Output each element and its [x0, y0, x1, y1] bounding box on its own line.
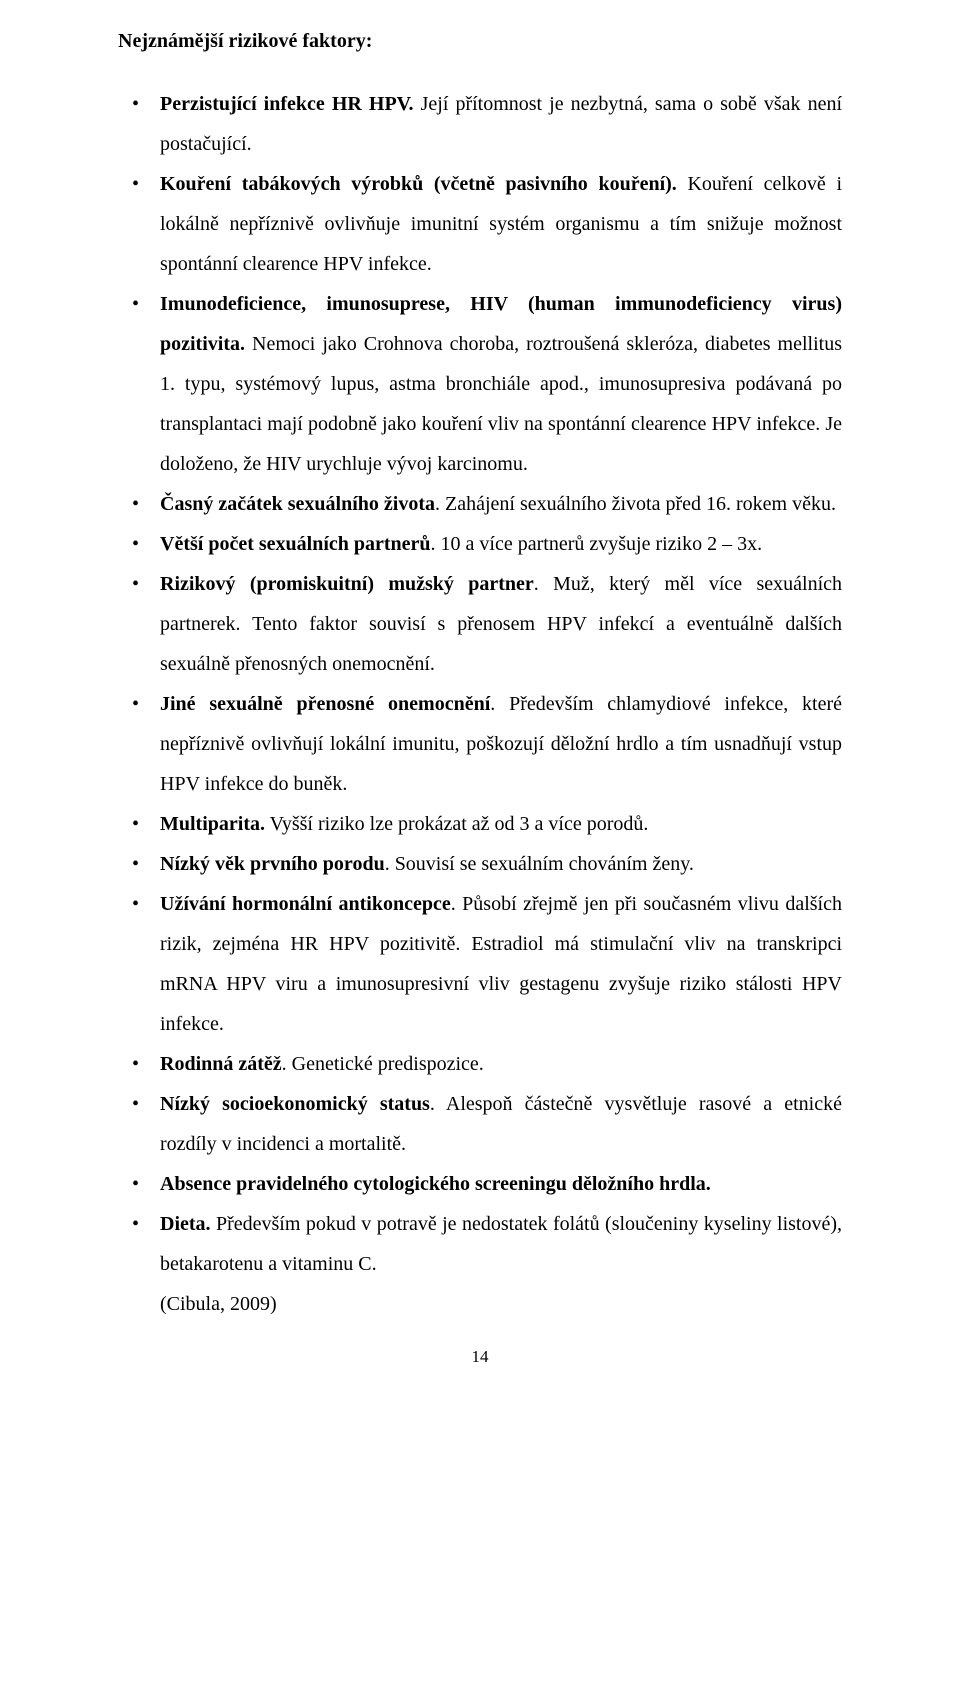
list-item: Jiné sexuálně přenosné onemocnění. Přede… — [118, 684, 842, 804]
text-run: Nemoci jako Crohnova choroba, roztroušen… — [160, 333, 842, 475]
text-run: . Genetické predispozice. — [282, 1053, 484, 1075]
bold-run: Rizikový (promiskuitní) mužský partner — [160, 573, 534, 595]
text-run: Především pokud v potravě je nedostatek … — [160, 1213, 842, 1275]
bold-run: Nízký socioekonomický status — [160, 1093, 430, 1115]
list-item: Rizikový (promiskuitní) mužský partner. … — [118, 564, 842, 684]
bold-run: Kouření tabákových výrobků (včetně pasiv… — [160, 173, 677, 195]
bold-run: Nízký věk prvního porodu — [160, 853, 385, 875]
bold-run: Multiparita. — [160, 813, 265, 835]
list-item: Nízký věk prvního porodu. Souvisí se sex… — [118, 844, 842, 884]
bold-run: Dieta. — [160, 1213, 211, 1235]
list-item: Rodinná zátěž. Genetické predispozice. — [118, 1044, 842, 1084]
list-item: Časný začátek sexuálního života. Zahájen… — [118, 484, 842, 524]
bold-run: Perzistující infekce HR HPV. — [160, 93, 414, 115]
bold-run: Užívání hormonální antikoncepce — [160, 893, 451, 915]
bold-run: Jiné sexuálně přenosné onemocnění — [160, 693, 490, 715]
list-item: Dieta. Především pokud v potravě je nedo… — [118, 1204, 842, 1284]
list-item: Užívání hormonální antikoncepce. Působí … — [118, 884, 842, 1044]
bold-run: Časný začátek sexuálního života — [160, 493, 435, 515]
list-item: Větší počet sexuálních partnerů. 10 a ví… — [118, 524, 842, 564]
risk-factors-list: Perzistující infekce HR HPV. Její přítom… — [118, 84, 842, 1284]
text-run: . Souvisí se sexuálním chováním ženy. — [385, 853, 694, 875]
list-item: Absence pravidelného cytologického scree… — [118, 1164, 842, 1204]
list-item: Multiparita. Vyšší riziko lze prokázat a… — [118, 804, 842, 844]
list-item: Imunodeficience, imunosuprese, HIV (huma… — [118, 284, 842, 484]
page-number: 14 — [118, 1348, 842, 1365]
list-item: Kouření tabákových výrobků (včetně pasiv… — [118, 164, 842, 284]
section-heading: Nejznámější rizikové faktory: — [118, 28, 842, 54]
list-item: Nízký socioekonomický status. Alespoň čá… — [118, 1084, 842, 1164]
bold-run: Rodinná zátěž — [160, 1053, 282, 1075]
bold-run: Absence pravidelného cytologického scree… — [160, 1173, 711, 1195]
text-run: . 10 a více partnerů zvyšuje riziko 2 – … — [431, 533, 763, 555]
citation: (Cibula, 2009) — [118, 1284, 842, 1324]
list-item: Perzistující infekce HR HPV. Její přítom… — [118, 84, 842, 164]
bold-run: Větší počet sexuálních partnerů — [160, 533, 431, 555]
text-run: Vyšší riziko lze prokázat až od 3 a více… — [265, 813, 648, 835]
text-run: . Zahájení sexuálního života před 16. ro… — [435, 493, 836, 515]
